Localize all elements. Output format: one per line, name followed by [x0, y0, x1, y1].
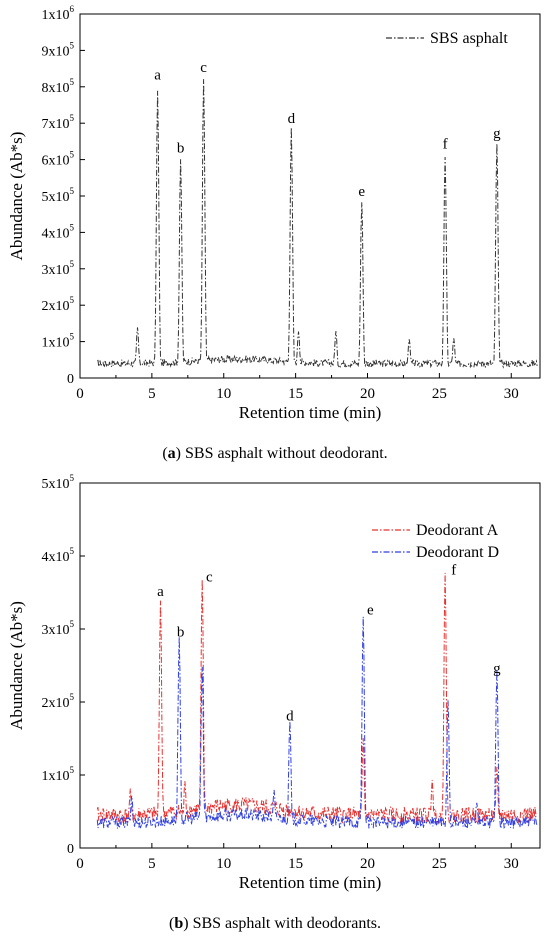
- y-tick-label: 2x105: [42, 295, 75, 314]
- y-tick-exponent: 6: [70, 4, 75, 14]
- x-tick-label: 5: [148, 386, 156, 402]
- y-tick-label: 2x105: [42, 692, 75, 711]
- y-tick-exponent: 5: [70, 40, 75, 50]
- y-tick-exponent: 5: [70, 765, 75, 775]
- x-tick-label: 15: [288, 386, 303, 402]
- x-tick-label: 10: [216, 386, 231, 402]
- y-tick-label: 0: [67, 372, 74, 387]
- x-axis-label: Retention time (min): [239, 403, 382, 422]
- chart-panel-b: 0 5 10 15 20 25 30 0 1x105 2x105 3x105 4x105 5x105 Re…: [7, 473, 541, 892]
- caption-b-text: SBS asphalt with deodorants.: [189, 915, 381, 932]
- x-tick-label: 10: [216, 856, 231, 872]
- peak-label-f: f: [451, 562, 456, 578]
- y-tick-label: 0: [67, 842, 74, 857]
- x-tick-label: 30: [504, 856, 519, 872]
- y-tick-label: 8x105: [42, 77, 75, 96]
- caption-a-label: a: [168, 445, 176, 462]
- peak-label-g: g: [493, 126, 501, 142]
- x-tick-label: 20: [360, 856, 375, 872]
- peak-label-b: b: [177, 624, 185, 640]
- peak-label-b: b: [177, 140, 185, 156]
- y-tick-exponent: 5: [70, 295, 75, 305]
- x-tick-label: 30: [504, 386, 519, 402]
- x-tick-label: 0: [76, 856, 84, 872]
- caption-a: (a) SBS asphalt without deodorant.: [162, 445, 387, 462]
- x-tick-label: 0: [76, 386, 84, 402]
- peak-label-e: e: [367, 602, 374, 618]
- legend-label: SBS asphalt: [430, 30, 508, 47]
- y-tick-exponent: 5: [70, 692, 75, 702]
- series-line-sbs-asphalt: [97, 79, 538, 369]
- y-tick-label: 5x105: [42, 186, 75, 205]
- y-tick-exponent: 5: [70, 259, 75, 269]
- x-tick-label: 25: [432, 856, 447, 872]
- y-tick-exponent: 5: [70, 77, 75, 87]
- y-tick-label: 1x105: [42, 765, 75, 784]
- y-tick-exponent: 5: [70, 619, 75, 629]
- peak-label-a: a: [154, 68, 161, 84]
- y-tick-label: 4x105: [42, 546, 75, 565]
- x-tick-label: 15: [288, 856, 303, 872]
- y-tick-exponent: 5: [70, 332, 75, 342]
- y-tick-exponent: 5: [70, 150, 75, 160]
- y-tick-label: 3x105: [42, 259, 75, 278]
- peak-label-e: e: [358, 184, 365, 200]
- x-axis-label: Retention time (min): [239, 873, 382, 892]
- caption-b: (b) SBS asphalt with deodorants.: [169, 915, 381, 932]
- series-line-deodorant-d: [96, 616, 538, 831]
- caption-b-label: b: [174, 915, 183, 932]
- y-tick-label: 6x105: [42, 150, 75, 169]
- plot-frame-a: [79, 13, 541, 379]
- y-axis-label: Abundance (Ab*s): [7, 601, 26, 730]
- peak-label-d: d: [286, 708, 294, 724]
- y-tick-label: 3x105: [42, 619, 75, 638]
- y-tick-exponent: 5: [70, 113, 75, 123]
- y-tick-exponent: 5: [70, 546, 75, 556]
- legend-label: Deodorant A: [416, 522, 499, 539]
- peak-label-c: c: [206, 570, 213, 586]
- peak-label-g: g: [493, 661, 501, 677]
- y-axis-label: Abundance (Ab*s): [7, 132, 26, 261]
- y-tick-label: 7x105: [42, 113, 75, 132]
- x-tick-label: 25: [432, 386, 447, 402]
- plot-frame-b: [79, 482, 541, 849]
- peak-label-c: c: [200, 60, 207, 76]
- series-line-deodorant-a: [96, 572, 538, 825]
- y-tick-label: 4x105: [42, 222, 75, 241]
- legend-label: Deodorant D: [416, 544, 499, 561]
- y-tick-exponent: 5: [70, 473, 75, 483]
- y-tick-label: 1x106: [42, 4, 75, 23]
- chart-panel-a: 0 5 10 15 20 25 30 0 1x105 2x105 3x105 4x105 5x105 6x…: [7, 4, 541, 422]
- y-tick-exponent: 5: [70, 186, 75, 196]
- peak-label-a: a: [157, 584, 164, 600]
- y-tick-label: 1x105: [42, 332, 75, 351]
- x-tick-label: 20: [360, 386, 375, 402]
- peak-label-d: d: [288, 111, 296, 127]
- caption-a-text: SBS asphalt without deodorant.: [181, 445, 388, 462]
- y-tick-exponent: 5: [70, 222, 75, 232]
- y-tick-label: 5x105: [42, 473, 75, 492]
- x-tick-label: 5: [148, 856, 156, 872]
- peak-label-f: f: [443, 137, 448, 153]
- y-tick-label: 9x105: [42, 40, 75, 59]
